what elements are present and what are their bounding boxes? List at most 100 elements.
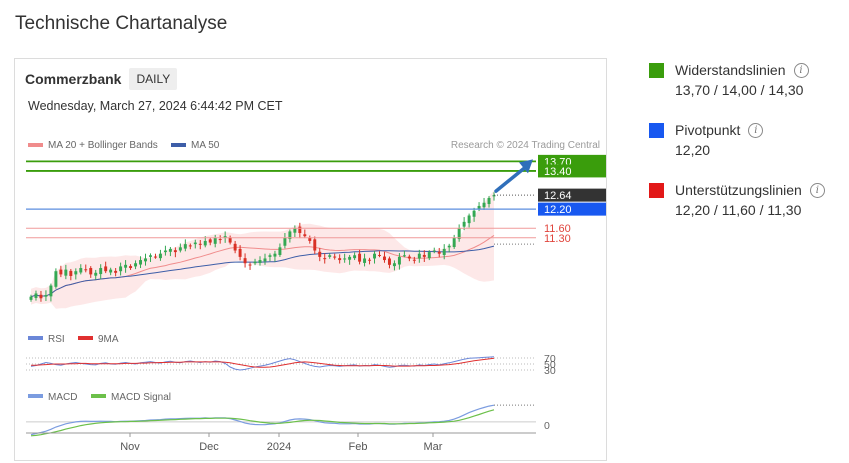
candle-body: [198, 243, 202, 245]
candle-body: [397, 256, 401, 265]
forecast-arrow-head: [519, 159, 533, 174]
x-tick-label: Nov: [120, 441, 140, 453]
candle-body: [34, 293, 38, 298]
info-icon[interactable]: i: [748, 123, 764, 138]
candle-body: [462, 221, 466, 227]
ma50-legend-label: MA 50: [191, 140, 220, 151]
bollinger-band: [31, 190, 494, 309]
support-swatch: [649, 183, 664, 198]
x-tick-label: 2024: [267, 441, 291, 453]
legend-support: Unterstützungslinien i 12,20 / 11,60 / 11…: [648, 180, 843, 240]
candle-body: [129, 266, 133, 269]
ma50-legend-swatch: [171, 143, 186, 147]
ma20-legend-swatch: [28, 143, 43, 147]
candle-body: [238, 248, 242, 257]
candle-body: [233, 243, 237, 251]
ma50-line: [30, 245, 495, 298]
legend-support-label: Unterstützungslinien i: [675, 182, 825, 198]
candle-body: [39, 294, 43, 299]
candle-body: [178, 247, 182, 251]
candle-body: [84, 269, 88, 271]
x-tick-label: Feb: [349, 441, 368, 453]
candle-body: [228, 237, 232, 243]
candle-body: [248, 264, 252, 266]
macd-tick-label: 0: [544, 420, 550, 432]
candle-body: [407, 256, 411, 259]
price-tag-last-bg: [538, 188, 606, 202]
candle-body: [124, 264, 128, 268]
candle-body: [114, 270, 118, 273]
legend-resistance-values: 13,70 / 14,00 / 14,30: [675, 82, 804, 98]
candle-body: [387, 258, 391, 265]
candle-body: [89, 268, 93, 275]
candle-body: [288, 231, 292, 240]
candle-body: [54, 271, 58, 287]
candle-body: [318, 251, 322, 257]
candle-body: [104, 266, 108, 272]
candle-body: [218, 239, 222, 241]
candle-body: [482, 202, 486, 208]
candle-body: [243, 258, 247, 264]
candle-body: [353, 255, 357, 259]
candle-body: [452, 237, 456, 248]
candle-body: [203, 240, 207, 246]
chart-canvas: MA 20 + Bollinger Bands MA 50 Research © 2…: [26, 140, 606, 453]
candle-body: [457, 228, 461, 240]
candle-body: [168, 248, 172, 252]
candle-body: [323, 258, 327, 260]
price-tag-resistance-2-bg: [538, 164, 606, 178]
candle-body: [373, 253, 376, 259]
candle-body: [144, 258, 147, 262]
rsi-tick-label: 70: [544, 353, 556, 365]
macd-signal-line: [30, 409, 495, 437]
info-icon[interactable]: i: [809, 183, 825, 198]
rsi-tick-label: 50: [544, 359, 556, 371]
price-tag-pivot-bg: [538, 202, 606, 216]
candle-body: [139, 260, 143, 265]
candle-body: [273, 253, 277, 257]
candle-body: [363, 258, 367, 263]
candle-body: [223, 236, 227, 238]
candle-body: [437, 251, 441, 254]
rsi-legend-label: RSI: [48, 334, 65, 345]
candle-body: [368, 259, 372, 261]
interval-button[interactable]: DAILY: [129, 68, 178, 90]
macd-signal-legend-label: MACD Signal: [111, 392, 171, 403]
rsi-tick-label: 30: [544, 365, 556, 377]
candle-body: [343, 258, 347, 260]
candle-body: [268, 255, 272, 257]
chart-timestamp: Wednesday, March 27, 2024 6:44:42 PM CET: [28, 99, 283, 113]
info-icon[interactable]: i: [793, 63, 809, 78]
candle-body: [213, 237, 217, 244]
forecast-arrow-shaft: [494, 166, 526, 193]
candle-body: [492, 195, 496, 197]
macd-signal-legend-swatch: [91, 394, 106, 398]
candle-body: [94, 272, 98, 276]
x-tick-label: Mar: [424, 441, 443, 453]
candle-body: [382, 256, 386, 261]
candle-body: [99, 268, 103, 275]
card-header: Commerzbank DAILY: [25, 67, 178, 91]
legend-pivot: Pivotpunkt i 12,20: [648, 120, 843, 180]
candle-body: [158, 253, 162, 259]
candle-body: [283, 237, 287, 246]
watermark-text: Research © 2024 Trading Central: [451, 140, 600, 151]
levels-legend: Widerstandslinien i 13,70 / 14,00 / 14,30…: [648, 60, 843, 240]
candle-body: [417, 253, 421, 259]
candle-body: [183, 244, 187, 249]
candle-body: [432, 250, 436, 252]
candle-body: [392, 263, 396, 267]
candle-body: [74, 271, 78, 275]
candle-body: [79, 268, 83, 273]
candle-body: [402, 255, 406, 257]
legend-pivot-label: Pivotpunkt i: [675, 122, 764, 138]
candle-body: [328, 255, 332, 257]
candle-body: [338, 258, 342, 261]
candle-body: [303, 234, 307, 237]
x-tick-label: Dec: [199, 441, 219, 453]
candle-body: [49, 285, 53, 297]
x-axis: Nov Dec 2024 Feb Mar: [26, 432, 536, 453]
candle-body: [153, 256, 157, 258]
candle-body: [263, 258, 267, 262]
